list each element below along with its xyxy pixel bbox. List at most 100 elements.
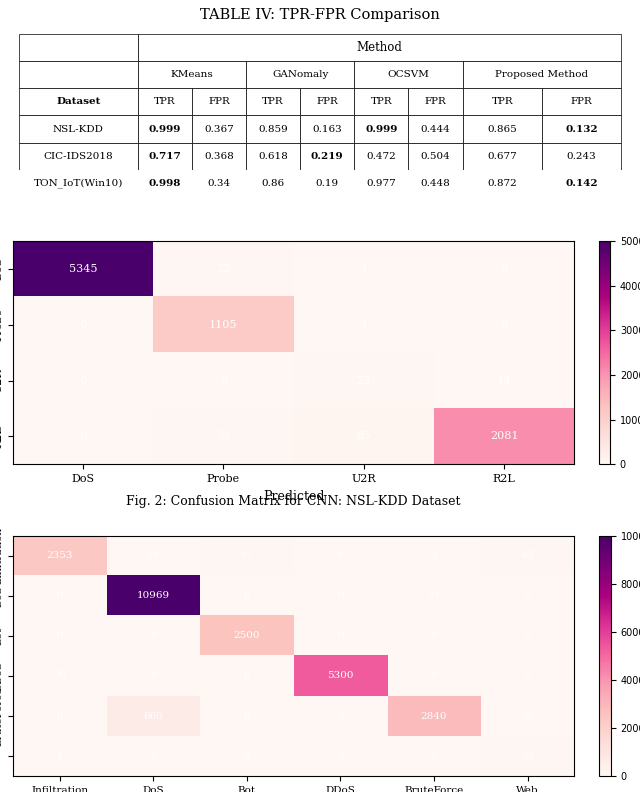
Text: 0.163: 0.163 <box>312 124 342 134</box>
Text: 0: 0 <box>150 631 157 640</box>
FancyBboxPatch shape <box>408 116 463 143</box>
Text: 0.865: 0.865 <box>487 124 517 134</box>
Text: FPR: FPR <box>316 97 338 106</box>
X-axis label: Predicted: Predicted <box>263 489 324 503</box>
Text: 21: 21 <box>428 591 440 600</box>
FancyBboxPatch shape <box>300 169 355 197</box>
Text: 47: 47 <box>240 551 253 560</box>
Text: 0: 0 <box>431 672 437 680</box>
FancyBboxPatch shape <box>192 116 246 143</box>
FancyBboxPatch shape <box>542 169 621 197</box>
FancyBboxPatch shape <box>246 61 355 89</box>
Text: 0.19: 0.19 <box>316 179 339 188</box>
FancyBboxPatch shape <box>19 61 138 89</box>
Text: 0.999: 0.999 <box>148 124 181 134</box>
Text: 0.367: 0.367 <box>204 124 234 134</box>
Text: 0: 0 <box>79 432 86 441</box>
FancyBboxPatch shape <box>408 169 463 197</box>
FancyBboxPatch shape <box>463 169 542 197</box>
Text: NSL-KDD: NSL-KDD <box>53 124 104 134</box>
Text: 0.872: 0.872 <box>487 179 517 188</box>
Text: 0: 0 <box>337 711 344 721</box>
Text: 10969: 10969 <box>136 591 170 600</box>
Text: 0: 0 <box>243 591 250 600</box>
Text: 1105: 1105 <box>209 320 237 329</box>
Text: 0.859: 0.859 <box>259 124 288 134</box>
Text: 65: 65 <box>521 551 534 560</box>
Text: Proposed Method: Proposed Method <box>495 70 588 79</box>
FancyBboxPatch shape <box>300 89 355 116</box>
FancyBboxPatch shape <box>408 89 463 116</box>
FancyBboxPatch shape <box>408 143 463 169</box>
FancyBboxPatch shape <box>246 143 300 169</box>
Text: 0.86: 0.86 <box>262 179 285 188</box>
FancyBboxPatch shape <box>355 169 408 197</box>
FancyBboxPatch shape <box>355 89 408 116</box>
Text: 0: 0 <box>243 672 250 680</box>
Text: 0: 0 <box>79 320 86 329</box>
FancyBboxPatch shape <box>246 169 300 197</box>
Text: 0: 0 <box>337 631 344 640</box>
Text: 0.977: 0.977 <box>367 179 396 188</box>
Text: 0.677: 0.677 <box>487 152 517 161</box>
Text: TABLE IV: TPR-FPR Comparison: TABLE IV: TPR-FPR Comparison <box>200 8 440 22</box>
Text: 0: 0 <box>500 320 508 329</box>
Text: TPR: TPR <box>154 97 175 106</box>
FancyBboxPatch shape <box>138 169 192 197</box>
Text: 0: 0 <box>337 591 344 600</box>
Text: KMeans: KMeans <box>170 70 213 79</box>
Text: 14: 14 <box>497 375 511 386</box>
Text: OCSVM: OCSVM <box>388 70 429 79</box>
Text: Method: Method <box>356 41 403 54</box>
Text: FPR: FPR <box>571 97 592 106</box>
FancyBboxPatch shape <box>138 116 192 143</box>
Text: 0: 0 <box>56 631 63 640</box>
FancyBboxPatch shape <box>463 143 542 169</box>
FancyBboxPatch shape <box>19 34 138 61</box>
Text: TON_IoT(Win10): TON_IoT(Win10) <box>34 178 123 188</box>
FancyBboxPatch shape <box>542 143 621 169</box>
Text: 0: 0 <box>524 711 531 721</box>
Text: 0.618: 0.618 <box>259 152 288 161</box>
Text: 33: 33 <box>216 432 230 441</box>
Text: 0: 0 <box>524 631 531 640</box>
FancyBboxPatch shape <box>192 169 246 197</box>
FancyBboxPatch shape <box>138 34 621 61</box>
Text: 5300: 5300 <box>327 672 354 680</box>
Text: 0: 0 <box>243 711 250 721</box>
Text: 0.444: 0.444 <box>420 124 451 134</box>
Text: 0.142: 0.142 <box>565 179 598 188</box>
Text: 30: 30 <box>53 672 66 680</box>
Text: GANomaly: GANomaly <box>272 70 328 79</box>
FancyBboxPatch shape <box>463 89 542 116</box>
Text: 0.504: 0.504 <box>420 152 451 161</box>
FancyBboxPatch shape <box>355 61 463 89</box>
Text: 0.472: 0.472 <box>367 152 396 161</box>
Text: CIC-IDS2018: CIC-IDS2018 <box>44 152 113 161</box>
Text: 0.219: 0.219 <box>311 152 344 161</box>
FancyBboxPatch shape <box>355 143 408 169</box>
Text: TPR: TPR <box>371 97 392 106</box>
Text: 55: 55 <box>521 752 534 760</box>
Text: 5345: 5345 <box>68 264 97 274</box>
FancyBboxPatch shape <box>192 89 246 116</box>
Text: 0: 0 <box>79 375 86 386</box>
Text: 0: 0 <box>431 631 437 640</box>
Text: 0.368: 0.368 <box>204 152 234 161</box>
FancyBboxPatch shape <box>192 143 246 169</box>
Text: 23: 23 <box>356 375 371 386</box>
FancyBboxPatch shape <box>19 116 138 143</box>
FancyBboxPatch shape <box>246 116 300 143</box>
Text: 0: 0 <box>524 591 531 600</box>
FancyBboxPatch shape <box>19 143 138 169</box>
FancyBboxPatch shape <box>138 89 192 116</box>
Text: 0.34: 0.34 <box>207 179 230 188</box>
Text: FPR: FPR <box>208 97 230 106</box>
Text: 2840: 2840 <box>420 711 447 721</box>
Text: 0.243: 0.243 <box>566 152 596 161</box>
Text: TPR: TPR <box>262 97 284 106</box>
Text: 1: 1 <box>360 320 367 329</box>
Text: 0: 0 <box>337 752 344 760</box>
Text: 28: 28 <box>147 551 160 560</box>
Text: FPR: FPR <box>425 97 447 106</box>
